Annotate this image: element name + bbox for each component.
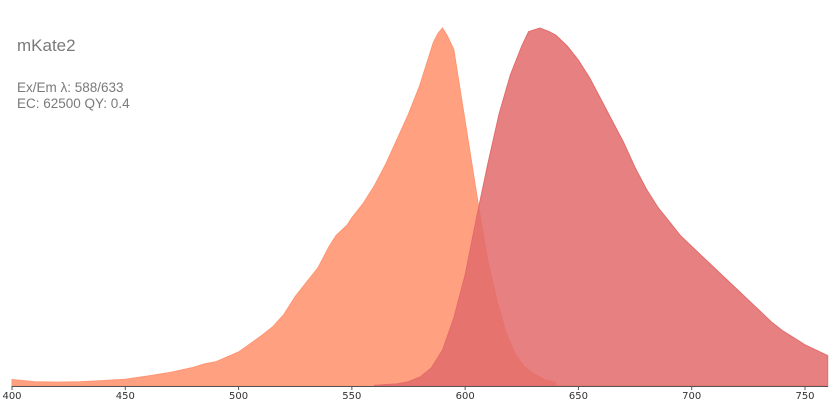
x-tick-label: 400 (2, 391, 21, 402)
emission-spectrum-area (374, 27, 829, 387)
x-tick-label: 450 (116, 391, 135, 402)
x-tick-label: 500 (229, 391, 248, 402)
chart-title: mKate2 (17, 36, 76, 55)
coefficient-info: EC: 62500 QY: 0.4 (17, 96, 130, 111)
x-tick-label: 650 (569, 391, 588, 402)
x-tick-label: 750 (795, 391, 814, 402)
x-tick-label: 550 (342, 391, 361, 402)
x-tick-label: 700 (682, 391, 701, 402)
x-tick-label: 600 (456, 391, 475, 402)
wavelength-info: Ex/Em λ: 588/633 (17, 80, 124, 95)
